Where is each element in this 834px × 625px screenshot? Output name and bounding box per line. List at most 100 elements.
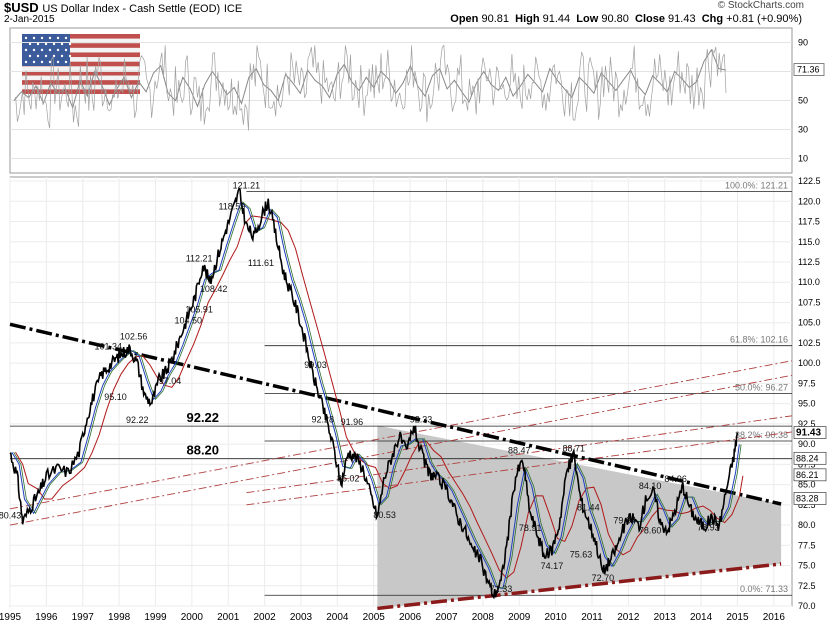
peak-label: 78.60	[639, 525, 662, 535]
peak-label: 79.84	[613, 515, 636, 525]
low-value: 90.80	[601, 13, 629, 25]
peak-label: 80.53	[373, 510, 396, 520]
x-tick-label: 2016	[763, 612, 786, 623]
x-tick-label: 2014	[690, 612, 713, 623]
peak-label: 105.91	[185, 304, 213, 314]
chg-label: Chg	[701, 13, 724, 25]
level-label: 92.22	[186, 410, 219, 425]
price-y-tick: 92.5	[798, 419, 816, 429]
peak-label: 112.21	[186, 253, 213, 263]
flag-stripe	[22, 52, 140, 58]
flag-star	[68, 54, 72, 58]
peak-label: 88.71	[563, 444, 586, 454]
flag-star	[64, 60, 68, 64]
fib-level-label: 100.0%: 121.21	[725, 180, 788, 190]
fib-level-label: 38.2%: 90.38	[735, 430, 788, 440]
flag-star	[56, 48, 60, 52]
peak-label: 91.96	[341, 417, 364, 427]
peak-label: 75.63	[570, 549, 593, 559]
x-tick-label: 2015	[726, 612, 749, 623]
indicator-y-tick: 90	[798, 38, 808, 48]
flag-star	[64, 48, 68, 52]
price-tag-label: 86.21	[796, 470, 819, 480]
price-tag-label: 83.28	[796, 494, 819, 504]
peak-label: 92.28	[312, 415, 335, 425]
moving-average-fast	[13, 201, 742, 590]
x-tick-label: 2013	[654, 612, 677, 623]
price-tag-box	[793, 468, 827, 482]
indicator-y-tick: 50	[798, 96, 808, 106]
price-tag-label: 88.24	[796, 453, 819, 463]
flag-stripe	[22, 34, 140, 39]
flag-star	[24, 60, 28, 64]
price-y-tick: 105.0	[798, 318, 821, 328]
symbol: $USD	[4, 0, 39, 15]
price-y-tick: 100.0	[798, 358, 821, 368]
flag-star	[52, 42, 56, 46]
upper-trendline	[9, 322, 782, 506]
flag-star	[32, 48, 36, 52]
flag-star	[44, 54, 48, 58]
flag-star	[48, 48, 52, 52]
peak-label: 78.93	[697, 523, 720, 533]
x-tick-label: 2006	[399, 612, 422, 623]
flag-star	[56, 36, 60, 40]
x-tick-label: 2004	[326, 612, 349, 623]
indicator-y-tick: 10	[798, 154, 808, 164]
peak-label: 81.44	[577, 502, 600, 512]
peak-label: 121.21	[233, 180, 261, 190]
price-y-tick: 72.5	[798, 581, 816, 591]
price-tag-box	[793, 451, 827, 465]
x-tick-label: 2012	[617, 612, 640, 623]
peak-label: 84.96	[664, 474, 687, 484]
peak-label: 72.70	[592, 573, 615, 583]
close-value: 91.43	[668, 13, 696, 25]
flag-star	[36, 54, 40, 58]
price-y-tick: 70.0	[798, 601, 816, 611]
chg-value: +0.81 (+0.90%)	[726, 13, 802, 25]
flag-star	[64, 36, 68, 40]
price-y-tick: 85.0	[798, 480, 816, 490]
x-tick-label: 2001	[217, 612, 240, 623]
flag-star	[48, 36, 52, 40]
flag-star	[40, 48, 44, 52]
x-tick-label: 2009	[508, 612, 531, 623]
flag-stripe	[22, 57, 140, 62]
x-tick-label: 1999	[144, 612, 167, 623]
fib-level-label: 0.0%: 71.33	[740, 584, 788, 594]
price-y-tick: 117.5	[798, 217, 820, 227]
price-line	[9, 187, 739, 600]
peak-label: 118.59	[218, 202, 245, 212]
price-y-tick: 110.0	[798, 277, 820, 287]
ohlc-readout: Open 90.81 High 91.44 Low 90.80 Close 91…	[450, 13, 802, 25]
flag-stripe	[22, 43, 140, 49]
instrument-name: US Dollar Index - Cash Settle (EOD)	[42, 3, 221, 15]
close-label: Close	[635, 13, 665, 25]
brand-watermark: © StockCharts.com	[717, 0, 804, 11]
x-tick-label: 2002	[253, 612, 276, 623]
indicator-noise	[13, 44, 727, 131]
price-y-tick: 107.5	[798, 297, 821, 307]
price-y-tick: 90.0	[798, 439, 816, 449]
fib-level-label: 50.0%: 96.27	[735, 382, 788, 392]
peak-label: 111.61	[248, 258, 274, 268]
low-label: Low	[576, 13, 599, 25]
chart-title: $USD US Dollar Index - Cash Settle (EOD)…	[4, 0, 242, 15]
price-y-tick: 115.0	[798, 237, 820, 247]
price-y-tick: 102.5	[798, 338, 821, 348]
price-y-tick: 122.5	[798, 176, 821, 186]
flag-star	[32, 36, 36, 40]
x-tick-label: 2011	[581, 612, 603, 623]
flag-star	[24, 36, 28, 40]
flag-star	[24, 48, 28, 52]
flag-star	[60, 42, 64, 46]
x-tick-label: 2008	[472, 612, 495, 623]
flag-star	[48, 60, 52, 64]
indicator-y-tick: 30	[798, 125, 808, 135]
moving-average-mid	[11, 201, 740, 590]
peak-label: 80.43	[0, 511, 21, 521]
x-tick-label: 1998	[108, 612, 131, 623]
channel-line	[9, 360, 793, 510]
x-tick-label: 1996	[35, 612, 58, 623]
flag-stripe	[22, 84, 140, 90]
